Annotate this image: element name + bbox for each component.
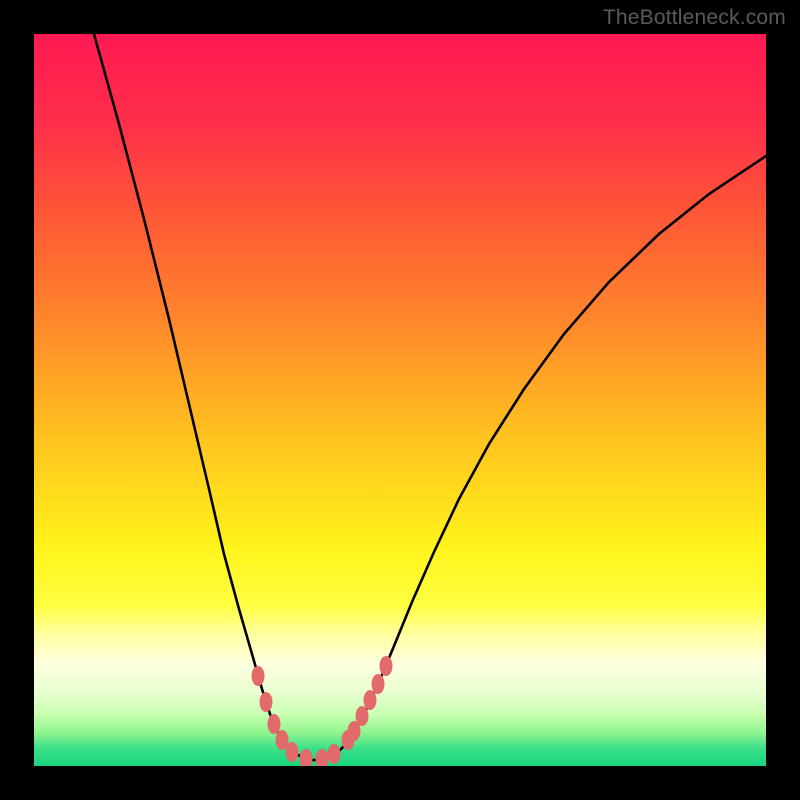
curve-marker [328, 744, 341, 764]
background-gradient [34, 34, 766, 766]
watermark-text: TheBottleneck.com [603, 6, 786, 30]
chart-frame: TheBottleneck.com [0, 0, 800, 800]
curve-marker [364, 690, 377, 710]
curve-marker [286, 742, 299, 762]
curve-marker [380, 656, 393, 676]
curve-marker [356, 706, 369, 726]
curve-marker [260, 692, 273, 712]
curve-marker [268, 714, 281, 734]
curve-marker [372, 674, 385, 694]
curve-marker [252, 666, 265, 686]
plot-area [34, 34, 766, 766]
chart-svg [34, 34, 766, 766]
